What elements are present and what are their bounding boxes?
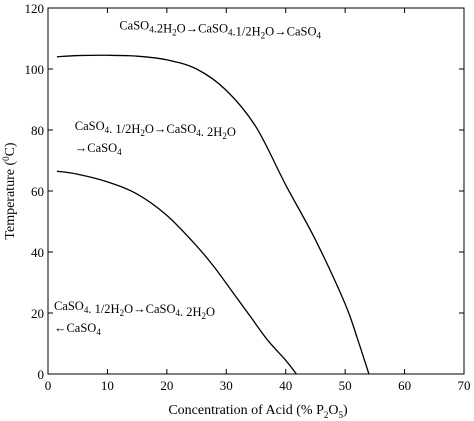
annotation-0-line-0: CaSO4.2H2O→CaSO4.1/2H2O→CaSO4 xyxy=(119,18,321,40)
y-axis-title: Temperature (0C) xyxy=(1,142,18,240)
x-tick-label-4: 40 xyxy=(279,378,292,393)
annotation-2: CaSO4. 1/2H2O→CaSO4. 2H2O ←CaSO4 xyxy=(54,299,215,337)
y-axis-title-unit: C) xyxy=(3,142,18,156)
annotation-1-line-1: →CaSO4 xyxy=(75,141,122,157)
y-tick-label-0: 0 xyxy=(38,367,45,382)
annotation-2-line-1: ←CaSO4 xyxy=(54,321,101,337)
annotation-1-line-0: CaSO4. 1/2H2O→CaSO4. 2H2O xyxy=(75,119,236,141)
x-axis-title-sub1: 2 xyxy=(324,410,329,420)
annotation-0: CaSO4.2H2O→CaSO4.1/2H2O→CaSO4 xyxy=(119,18,321,40)
annotation-2-line-0: CaSO4. 1/2H2O→CaSO4. 2H2O xyxy=(54,299,215,321)
x-axis-title-mid: O xyxy=(328,403,338,418)
y-axis-title-main: Temperature ( xyxy=(3,161,18,240)
x-tick-label-7: 70 xyxy=(458,378,471,393)
axis-ticks xyxy=(47,7,465,375)
series-line-0 xyxy=(56,54,370,375)
y-tick-label-6: 120 xyxy=(25,1,45,16)
y-tick-label-1: 20 xyxy=(31,306,44,321)
annotation-layer: CaSO4.2H2O→CaSO4.1/2H2O→CaSO4 CaSO4. 1/2H… xyxy=(54,18,322,337)
x-axis-title-sub2: 5 xyxy=(338,410,343,420)
annotation-1: CaSO4. 1/2H2O→CaSO4. 2H2O →CaSO4 xyxy=(75,119,236,157)
x-axis-title-main: Concentration of Acid (% P xyxy=(168,403,324,418)
x-tick-label-3: 30 xyxy=(220,378,233,393)
y-tick-label-4: 80 xyxy=(31,123,44,138)
x-axis-title-close: ) xyxy=(343,403,348,418)
x-tick-label-1: 10 xyxy=(101,378,114,393)
y-tick-label-2: 40 xyxy=(31,245,44,260)
series-layer xyxy=(56,54,370,375)
x-tick-label-2: 20 xyxy=(160,378,173,393)
y-tick-label-5: 100 xyxy=(25,62,45,77)
x-tick-label-0: 0 xyxy=(45,378,52,393)
x-axis-title: Concentration of Acid (% P2O5) xyxy=(168,403,348,420)
x-tick-label-5: 50 xyxy=(339,378,352,393)
y-axis-title-sup: 0 xyxy=(1,156,11,161)
y-tick-label-3: 60 xyxy=(31,184,44,199)
series-line-1 xyxy=(56,170,297,375)
x-tick-label-6: 60 xyxy=(398,378,411,393)
plot-frame xyxy=(47,7,465,375)
axis-tick-labels: 0 10 20 30 40 50 60 70 0 20 40 60 80 100 120 xyxy=(25,1,471,393)
